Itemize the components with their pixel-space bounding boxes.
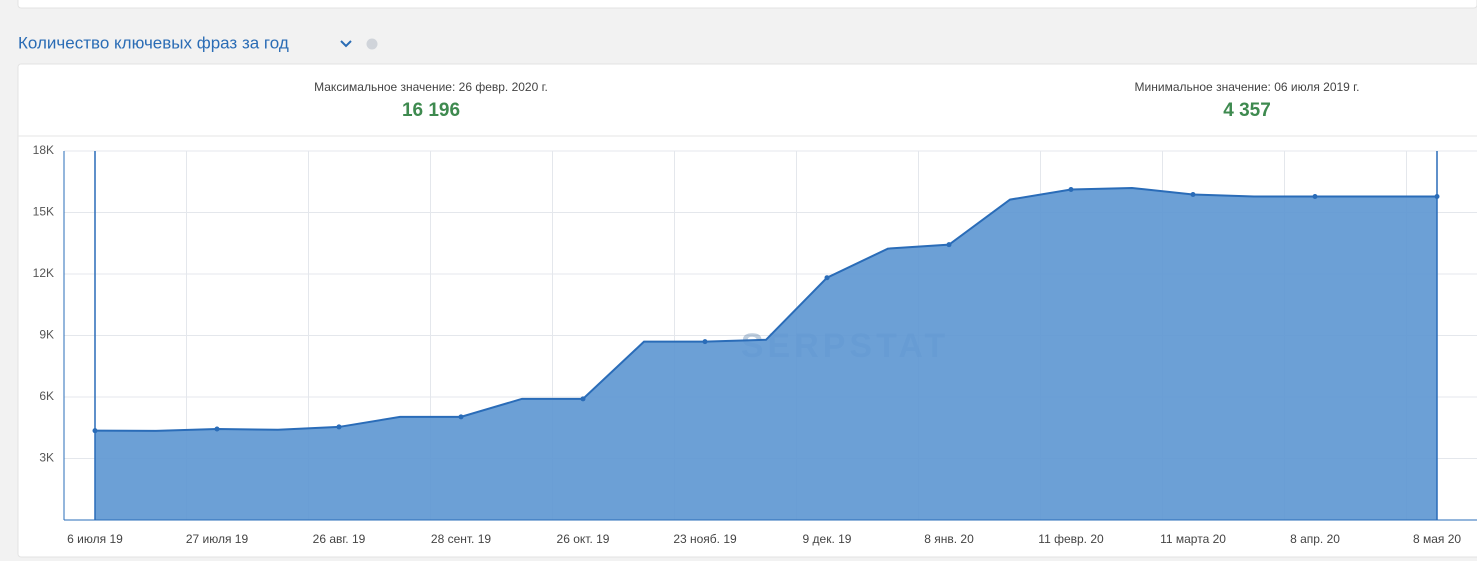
x-tick-label: 26 авг. 19 — [313, 532, 366, 546]
top-card — [17, 0, 1477, 9]
x-tick-label: 8 апр. 20 — [1290, 532, 1340, 546]
x-tick-label: 11 марта 20 — [1160, 532, 1226, 546]
stat-value: 16 196 — [402, 100, 460, 121]
point — [214, 426, 220, 432]
point — [946, 242, 952, 248]
x-tick-label: 23 нояб. 19 — [673, 532, 737, 546]
section-title[interactable]: Количество ключевых фраз за год — [18, 33, 289, 52]
x-tick-label: 28 сент. 19 — [431, 532, 491, 546]
point — [580, 396, 586, 402]
x-tick-label: 9 дек. 19 — [803, 532, 852, 546]
y-tick-label: 9K — [39, 328, 54, 342]
point — [458, 414, 464, 420]
y-tick-label: 12K — [33, 266, 54, 280]
stat-value: 4 357 — [1223, 100, 1271, 121]
stat-label: Максимальное значение: 26 февр. 2020 г. — [314, 80, 548, 94]
point — [824, 275, 830, 281]
info-icon[interactable] — [366, 38, 378, 50]
x-tick-label: 6 июля 19 — [67, 532, 123, 546]
point — [702, 339, 708, 345]
y-tick-label: 6K — [39, 389, 54, 403]
point — [1190, 191, 1196, 197]
x-tick-label: 26 окт. 19 — [557, 532, 610, 546]
x-tick-label: 8 мая 20 — [1413, 532, 1461, 546]
stat-label: Минимальное значение: 06 июля 2019 г. — [1135, 80, 1360, 94]
area-fill — [95, 187, 1437, 520]
y-tick-label: 3K — [39, 451, 54, 465]
y-tick-label: 18K — [33, 143, 54, 157]
x-tick-label: 11 февр. 20 — [1038, 532, 1104, 546]
point — [1312, 194, 1318, 200]
x-tick-label: 27 июля 19 — [186, 532, 249, 546]
y-tick-label: 15K — [33, 205, 54, 219]
point — [336, 424, 342, 430]
x-tick-label: 8 янв. 20 — [924, 532, 974, 546]
point — [1068, 187, 1074, 193]
line — [94, 186, 1437, 432]
dropdown-icon[interactable] — [340, 40, 352, 48]
